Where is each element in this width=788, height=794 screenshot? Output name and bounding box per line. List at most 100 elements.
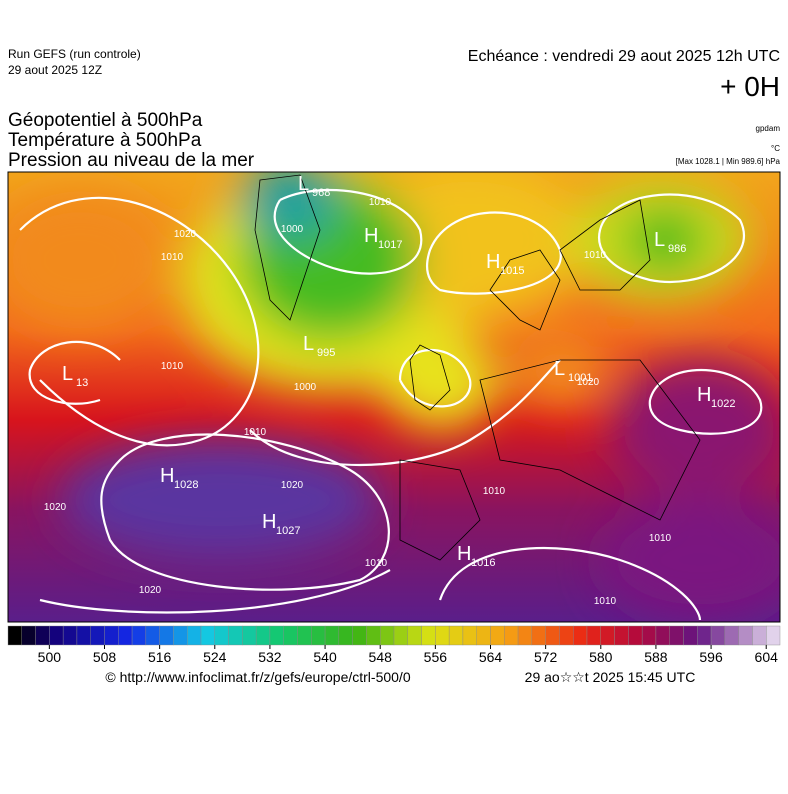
generated-time: 29 ao☆☆t 2025 15:45 UTC — [525, 669, 696, 685]
colorbar-tick-label: 524 — [203, 649, 227, 665]
colorbar-swatch — [118, 625, 133, 646]
isobar-label: 1010 — [594, 596, 617, 607]
colorbar-swatch — [531, 625, 546, 646]
isobar-label: 1010 — [584, 250, 607, 261]
colorbar-tick-label: 540 — [313, 649, 337, 665]
center-letter: H — [697, 384, 711, 406]
colorbar-swatch — [586, 625, 601, 646]
colorbar-swatch — [641, 625, 657, 646]
colorbar-tick-label: 500 — [38, 649, 62, 665]
colorbar-swatch — [338, 625, 353, 646]
colorbar-swatch — [448, 625, 464, 646]
colorbar-swatch — [131, 625, 147, 646]
unit-label: °C — [771, 144, 780, 153]
center-value: 1027 — [276, 525, 300, 537]
colorbar-tick-label: 516 — [148, 649, 172, 665]
valid-time: Echéance : vendredi 29 aout 2025 12h UTC — [468, 48, 780, 65]
center-letter: L — [62, 363, 73, 385]
center-value: 1016 — [471, 557, 495, 569]
isobar-label: 1020 — [577, 377, 600, 388]
colorbar-swatch — [76, 625, 91, 646]
center-letter: H — [160, 465, 174, 487]
isobar-label: 1010 — [161, 252, 184, 263]
colorbar-swatch — [200, 625, 215, 646]
center-letter: L — [303, 333, 314, 355]
colorbar-swatch — [311, 625, 326, 646]
field-title: Géopotentiel à 500hPa — [8, 110, 203, 131]
map-frame — [7, 171, 781, 623]
colorbar-tick-label: 564 — [479, 649, 503, 665]
colorbar-swatch — [683, 625, 698, 646]
center-letter: L — [298, 173, 309, 195]
center-value: 1001 — [568, 372, 592, 384]
isobar-label: 1020 — [281, 480, 304, 491]
colorbar-swatch — [435, 625, 450, 646]
isobar-label: 1020 — [44, 502, 67, 513]
colorbar-swatch — [21, 625, 36, 646]
isobar-labels: 1010 1000 1010 1010 1020 1010 1000 1020 1010 1020… — [44, 197, 672, 607]
map — [8, 172, 780, 622]
center-value: 995 — [317, 347, 335, 359]
colorbar-swatch — [366, 625, 381, 646]
field-title: Pression au niveau de la mer — [8, 150, 255, 171]
colorbar-swatch — [573, 625, 588, 646]
colorbar-swatch — [255, 625, 271, 646]
colorbar-swatch — [242, 625, 257, 646]
isobar-label: 1020 — [139, 585, 162, 596]
colorbar-tick-label: 532 — [258, 649, 282, 665]
colorbar-swatch — [407, 625, 422, 646]
colorbar-tick-label: 508 — [93, 649, 117, 665]
run-date: 29 aout 2025 12Z — [8, 63, 102, 77]
colorbar-swatch — [173, 625, 188, 646]
center-value: 986 — [668, 243, 686, 255]
colorbar-swatch — [614, 625, 629, 646]
colorbar-swatch — [90, 625, 105, 646]
colorbar-swatch — [269, 625, 284, 646]
colorbar-tick-label: 588 — [644, 649, 668, 665]
colorbar-swatch — [655, 625, 670, 646]
unit-label: [Max 1028.1 | Min 989.6] hPa — [676, 157, 781, 166]
colorbar-swatch — [228, 625, 243, 646]
center-value: 1015 — [500, 265, 524, 277]
center-value: 1017 — [378, 239, 402, 251]
center-value: 13 — [76, 377, 88, 389]
colorbar-swatch — [600, 625, 615, 646]
colorbar: 500 508 516 524 532 540 548 556 564 572 580 588 596 6… — [7, 625, 781, 665]
colorbar-swatch — [104, 625, 119, 646]
center-letter: H — [457, 543, 471, 565]
colorbar-swatch — [380, 625, 395, 646]
colorbar-tick-label: 580 — [589, 649, 613, 665]
colorbar-swatch — [462, 625, 477, 646]
isobar-label: 1010 — [649, 533, 672, 544]
isobar-label: 1010 — [161, 361, 184, 372]
colorbar-swatch — [628, 625, 643, 646]
colorbar-swatch — [49, 625, 64, 646]
colorbar-swatch — [669, 625, 684, 646]
colorbar-swatch — [35, 625, 50, 646]
lead-time: + 0H — [720, 71, 780, 102]
colorbar-tick-label: 604 — [755, 649, 779, 665]
colorbar-swatch — [324, 625, 340, 646]
colorbar-swatch — [393, 625, 408, 646]
center-value: 1022 — [711, 398, 735, 410]
center-letter: H — [364, 225, 378, 247]
field-title: Température à 500hPa — [8, 130, 202, 151]
center-letter: L — [554, 358, 565, 380]
colorbar-swatch — [504, 625, 519, 646]
colorbar-swatch — [297, 625, 312, 646]
colorbar-tick-label: 548 — [369, 649, 393, 665]
colorbar-swatch — [766, 625, 781, 646]
unit-label: gpdam — [756, 124, 781, 133]
colorbar-swatch — [283, 625, 298, 646]
colorbar-swatch — [545, 625, 560, 646]
colorbar-swatch — [159, 625, 174, 646]
colorbar-swatch — [752, 625, 767, 646]
isobar-label: 1010 — [244, 427, 267, 438]
colorbar-swatch — [697, 625, 712, 646]
colorbar-swatch — [145, 625, 160, 646]
colorbar-swatch — [559, 625, 574, 646]
isobar-label: 1000 — [281, 224, 304, 235]
colorbar-swatch — [476, 625, 491, 646]
